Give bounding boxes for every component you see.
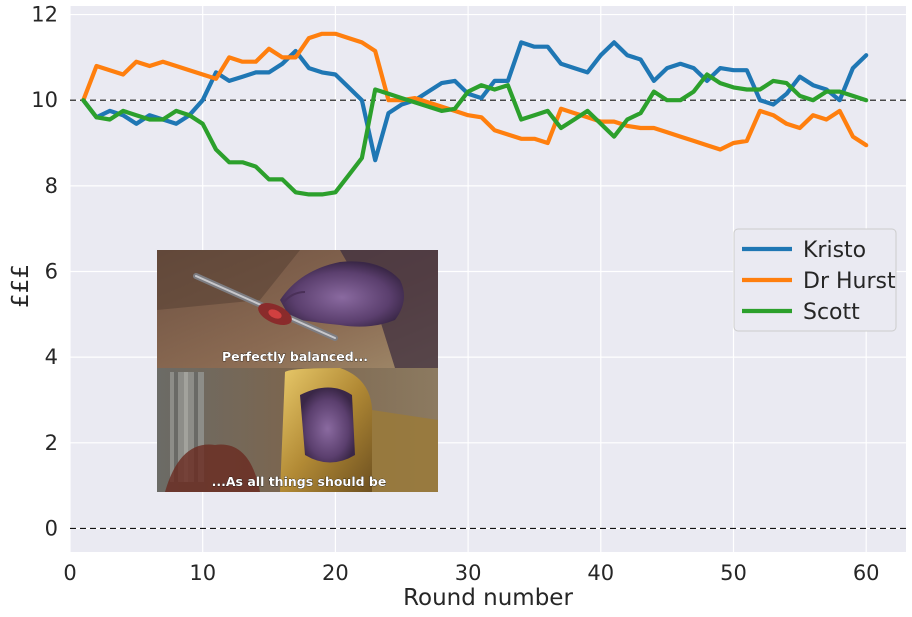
legend-box <box>733 228 897 332</box>
x-tick-labels: 0 10 20 30 40 50 60 <box>63 561 879 585</box>
x-tick-label: 30 <box>455 561 482 585</box>
y-tick-label: 10 <box>31 88 58 112</box>
inset-meme-image: Perfectly balanced... ...As all things s… <box>157 250 438 492</box>
y-tick-label: 8 <box>45 174 58 198</box>
x-tick-label: 0 <box>63 561 76 585</box>
x-tick-label: 60 <box>853 561 880 585</box>
x-tick-label: 50 <box>720 561 747 585</box>
y-tick-label: 6 <box>45 260 58 284</box>
x-tick-label: 20 <box>322 561 349 585</box>
y-tick-label: 4 <box>45 345 58 369</box>
legend-label: Scott <box>803 300 860 325</box>
inset-top-panel: Perfectly balanced... <box>157 250 438 368</box>
y-tick-labels: 0 2 4 6 8 10 12 <box>31 3 58 541</box>
x-axis-label: Round number <box>403 585 573 611</box>
series-line-scott <box>81 72 869 197</box>
legend: Kristo Dr Hurst Scott <box>733 228 897 332</box>
y-tick-label: 2 <box>45 431 58 455</box>
y-tick-label: 12 <box>31 3 58 27</box>
inset-top-caption: Perfectly balanced... <box>222 349 368 364</box>
x-tick-label: 40 <box>587 561 614 585</box>
inset-bottom-caption: ...As all things should be <box>212 474 387 489</box>
y-axis-label: £££ <box>8 264 34 308</box>
series-line-dr-hurst <box>81 31 869 152</box>
y-tick-label: 0 <box>45 516 58 540</box>
legend-label: Dr Hurst <box>803 269 896 294</box>
inset-bottom-panel: ...As all things should be <box>157 368 438 492</box>
series-lines <box>81 31 869 197</box>
legend-label: Kristo <box>803 238 866 263</box>
x-tick-label: 10 <box>189 561 216 585</box>
